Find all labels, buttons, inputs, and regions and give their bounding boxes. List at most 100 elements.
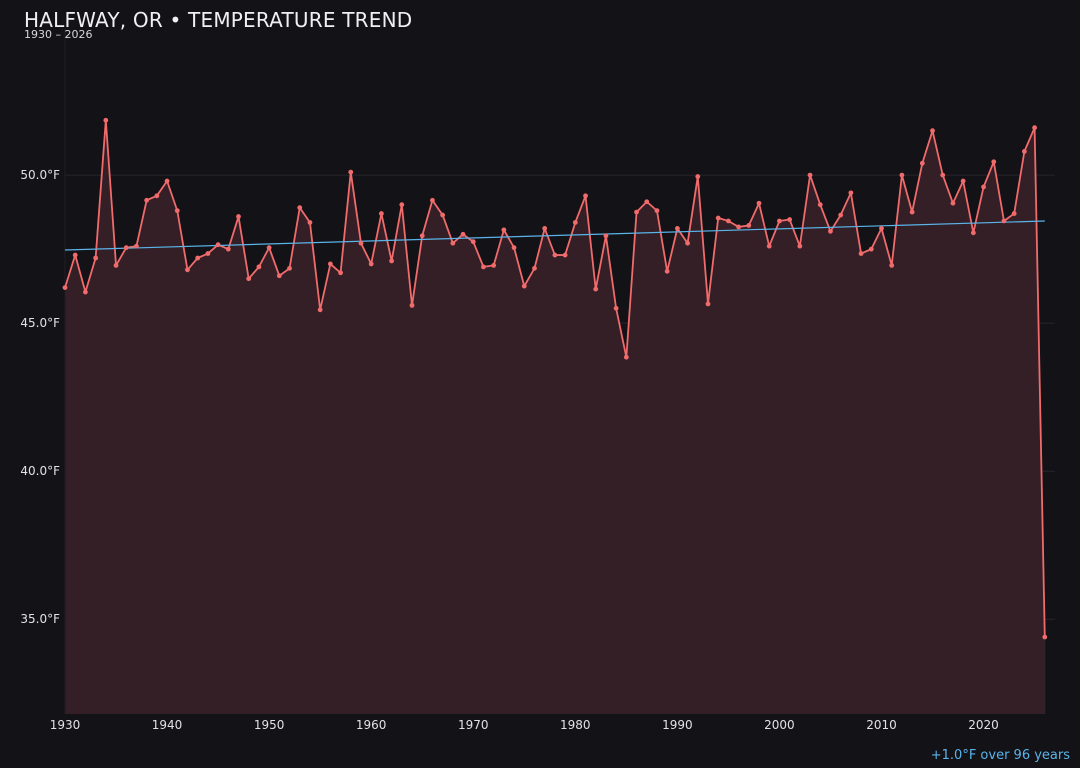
- data-point-1999: [766, 243, 772, 249]
- data-point-1979: [562, 252, 568, 258]
- data-point-1988: [654, 208, 660, 214]
- data-point-1953: [297, 205, 303, 211]
- x-tick-label: 1980: [560, 718, 591, 732]
- data-point-2019: [970, 230, 976, 236]
- data-point-1974: [511, 245, 517, 251]
- data-point-1938: [144, 197, 150, 203]
- data-point-1937: [134, 243, 139, 249]
- data-point-1956: [327, 261, 333, 267]
- trend-summary-note: +1.0°F over 96 years: [930, 748, 1070, 763]
- data-point-1935: [113, 263, 119, 268]
- data-point-1976: [532, 265, 537, 271]
- data-point-1950: [266, 245, 272, 251]
- data-point-1945: [215, 242, 221, 248]
- data-point-1946: [225, 246, 231, 252]
- data-point-1973: [501, 227, 507, 233]
- data-point-2008: [858, 251, 864, 256]
- data-point-1930: [62, 285, 68, 291]
- data-point-1958: [348, 169, 354, 175]
- x-tick-label: 1950: [254, 718, 285, 732]
- x-tick-label: 2020: [968, 718, 999, 732]
- data-point-1944: [205, 251, 211, 256]
- data-point-2022: [1001, 218, 1007, 224]
- data-point-1983: [603, 233, 609, 239]
- data-point-1934: [103, 117, 109, 123]
- data-point-2015: [930, 128, 935, 134]
- data-point-2023: [1011, 211, 1017, 216]
- trend-line: [64, 220, 1045, 251]
- data-point-1964: [409, 302, 415, 308]
- data-point-1994: [715, 215, 721, 221]
- data-point-2020: [981, 184, 986, 190]
- data-point-1978: [552, 252, 558, 258]
- x-axis-ticks: 1930 1940 1950 1960 1970 1980 1990 2000 2010 2020: [50, 718, 999, 732]
- data-point-2018: [960, 178, 966, 184]
- data-point-1969: [460, 231, 466, 237]
- data-point-1931: [72, 252, 78, 258]
- data-point-2025: [1032, 125, 1037, 131]
- data-point-1959: [358, 240, 364, 246]
- data-point-1943: [195, 255, 201, 261]
- data-point-2013: [909, 209, 915, 215]
- data-point-1995: [726, 218, 731, 224]
- data-point-2000: [777, 218, 782, 224]
- data-point-1980: [572, 220, 578, 225]
- data-point-1963: [399, 202, 405, 208]
- data-point-1961: [378, 211, 384, 216]
- data-point-1991: [685, 240, 690, 246]
- data-point-2014: [919, 160, 925, 166]
- data-point-2002: [797, 243, 803, 249]
- data-point-2006: [838, 212, 844, 218]
- data-point-1962: [389, 258, 394, 264]
- data-point-1985: [623, 354, 629, 360]
- data-point-1982: [593, 286, 599, 292]
- data-point-1936: [123, 245, 129, 251]
- x-tick-label: 1940: [152, 718, 183, 732]
- data-point-1971: [481, 264, 486, 270]
- data-point-1951: [276, 273, 282, 279]
- y-axis-ticks: 35.0°F 40.0°F 45.0°F 50.0°F: [20, 168, 60, 626]
- data-point-2017: [950, 200, 956, 206]
- data-point-1990: [674, 225, 680, 231]
- x-tick-label: 1930: [50, 718, 81, 732]
- data-point-1948: [246, 276, 252, 282]
- data-point-1998: [756, 200, 762, 206]
- data-point-1955: [317, 307, 323, 313]
- chart-title: HALFWAY, OR • TEMPERATURE TREND: [24, 8, 413, 32]
- data-point-1996: [736, 224, 742, 230]
- y-tick-label: 35.0°F: [20, 612, 60, 626]
- data-point-1965: [419, 233, 425, 239]
- data-point-2009: [868, 246, 874, 252]
- x-tick-label: 1960: [356, 718, 387, 732]
- data-point-1957: [338, 270, 343, 276]
- x-tick-label: 2000: [764, 718, 795, 732]
- data-point-2007: [848, 190, 854, 196]
- data-point-1970: [470, 239, 476, 245]
- data-point-1977: [542, 225, 548, 231]
- y-tick-label: 40.0°F: [20, 464, 60, 478]
- data-point-1941: [174, 208, 180, 214]
- temperature-data-points: [62, 117, 1048, 640]
- data-point-2021: [991, 159, 997, 165]
- data-point-2012: [899, 172, 905, 178]
- data-point-1997: [746, 223, 752, 228]
- data-point-1940: [164, 178, 170, 184]
- data-point-1993: [705, 301, 711, 307]
- x-tick-label: 1990: [662, 718, 693, 732]
- data-point-2005: [828, 228, 833, 234]
- data-point-2003: [807, 172, 813, 178]
- data-point-2001: [787, 217, 793, 222]
- chart-subtitle: 1930 – 2026: [24, 28, 93, 41]
- data-point-1949: [256, 264, 262, 270]
- data-point-1947: [236, 214, 241, 219]
- data-point-1986: [634, 209, 639, 215]
- data-point-1966: [430, 197, 435, 203]
- y-tick-label: 45.0°F: [20, 316, 60, 330]
- data-point-1952: [287, 265, 292, 271]
- data-point-1954: [307, 220, 313, 225]
- data-point-1972: [491, 263, 497, 268]
- data-point-2024: [1021, 149, 1027, 154]
- data-point-1967: [440, 212, 446, 218]
- data-point-1960: [368, 261, 374, 267]
